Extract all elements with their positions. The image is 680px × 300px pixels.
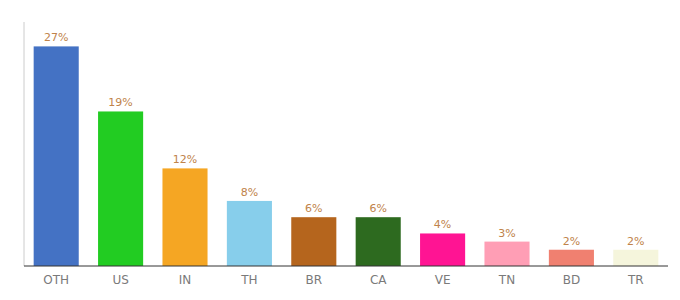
bar (34, 46, 79, 266)
bar (227, 201, 272, 266)
bar (162, 168, 207, 266)
x-tick-label: CA (370, 273, 387, 287)
x-tick-label: BD (563, 273, 580, 287)
x-tick-label: OTH (43, 273, 69, 287)
bar (98, 111, 143, 266)
bar (549, 250, 594, 266)
bar (356, 217, 401, 266)
x-tick-label: BR (306, 273, 323, 287)
data-label: 2% (627, 235, 644, 248)
bars (34, 46, 659, 266)
x-tick-label: US (112, 273, 128, 287)
bar (484, 242, 529, 266)
bar (291, 217, 336, 266)
bar (420, 233, 465, 266)
y-axis-line (24, 22, 25, 266)
x-tick-label: VE (435, 273, 451, 287)
chart-svg: 27% 19% 12% 8% 6% 6% 4% 3% 2% 2% OTH US IN TH BR CA VE TN… (0, 0, 680, 300)
data-label: 12% (173, 153, 197, 166)
data-label: 27% (44, 31, 68, 44)
data-label: 19% (108, 96, 132, 109)
x-tick-label: IN (179, 273, 192, 287)
data-label: 8% (241, 186, 258, 199)
data-label: 6% (369, 202, 386, 215)
x-tick-label: TH (240, 273, 257, 287)
x-axis-line (24, 266, 668, 267)
bar (613, 250, 658, 266)
data-label: 2% (563, 235, 580, 248)
data-label: 4% (434, 218, 451, 231)
data-label: 3% (498, 227, 515, 240)
chart-container: 27% 19% 12% 8% 6% 6% 4% 3% 2% 2% OTH US IN TH BR CA VE TN… (0, 0, 680, 300)
data-label: 6% (305, 202, 322, 215)
x-tick-label: TR (627, 273, 644, 287)
x-tick-label: TN (498, 273, 515, 287)
